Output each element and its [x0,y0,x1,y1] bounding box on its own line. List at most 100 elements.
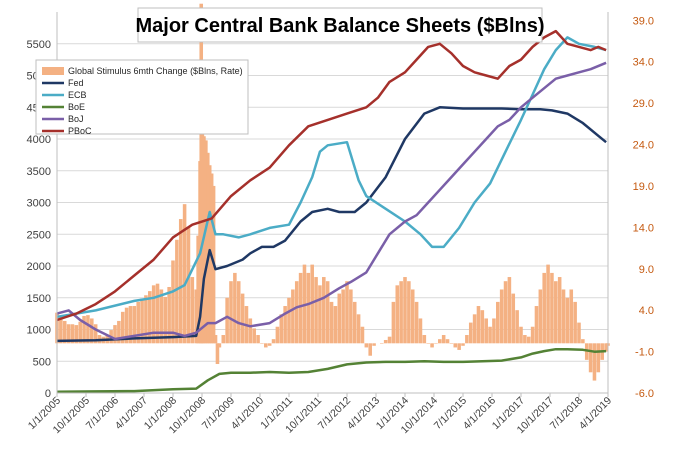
stimulus-bar [592,343,597,381]
legend-label: PBoC [68,126,92,136]
stimulus-bar [206,152,210,344]
stimulus-bar [159,289,164,344]
stimulus-bar [236,281,241,344]
stimulus-bar [233,272,237,344]
stimulus-bar [182,204,187,344]
stimulus-bar [604,343,608,352]
stimulus-bar [391,301,396,344]
stimulus-bar [283,306,287,344]
stimulus-bar [287,297,291,344]
stimulus-bar [322,277,326,344]
stimulus-bar [271,339,276,344]
stimulus-bar [140,298,144,344]
y-tick-label-right: 14.0 [633,222,654,234]
stimulus-bar [144,295,148,344]
stimulus-bar [90,318,94,344]
stimulus-bar [175,239,179,344]
stimulus-bar [538,289,543,344]
y-tick-label-right: 9.0 [639,264,654,276]
y-tick-label-right: 34.0 [633,57,654,69]
stimulus-bar [225,297,229,344]
stimulus-bar [577,322,581,344]
stimulus-bar [93,324,98,344]
stimulus-bar [523,335,527,344]
legend-label: BoE [68,102,85,112]
stimulus-bar [468,322,473,344]
stimulus-bar [167,286,171,344]
stimulus-bar [438,339,442,344]
y-tick-label-right: 29.0 [633,98,654,110]
stimulus-bar [128,306,133,344]
stimulus-bar [434,343,438,344]
stimulus-bar [136,301,140,344]
stimulus-bar [588,343,593,373]
stimulus-bar [221,335,226,344]
stimulus-bar [488,326,492,344]
stimulus-bar [581,339,585,344]
stimulus-bar [530,326,535,344]
stimulus-bar [461,343,465,346]
stimulus-bar [565,297,570,344]
stimulus-bar [554,281,558,344]
stimulus-bar [368,343,372,356]
y-tick-label-left: 0 [45,388,51,400]
stimulus-bar [155,283,160,344]
y-tick-label-right: 39.0 [633,15,654,27]
stimulus-bar [333,306,338,344]
y-tick-label-right: 19.0 [633,181,654,193]
stimulus-bar [349,289,353,344]
stimulus-bar [511,293,516,344]
stimulus-bar [240,293,245,344]
stimulus-bar [484,318,488,344]
y-tick-label-right: 4.0 [639,305,654,317]
stimulus-bar [148,291,152,344]
stimulus-bar [78,321,82,344]
stimulus-bar [194,289,198,344]
stimulus-bar [596,343,601,373]
stimulus-bar [399,281,403,344]
stimulus-bar [364,343,369,348]
y-tick-label-left: 5500 [27,39,51,51]
stimulus-bars [55,3,610,381]
stimulus-bar [403,277,407,344]
stimulus-bar [117,320,121,344]
stimulus-bar [190,277,195,344]
chart-title-box: Major Central Bank Balance Sheets ($Blns… [135,7,545,43]
stimulus-bar [546,264,550,344]
legend-label: BoJ [68,114,84,124]
stimulus-bar [204,140,208,344]
y-tick-label-left: 1000 [27,325,51,337]
stimulus-bar [507,277,512,344]
title-background [137,7,543,43]
x-tick-label: 4/1/2019 [577,395,614,432]
stimulus-bar [449,343,454,344]
stimulus-bar [178,219,183,344]
stimulus-bar [383,339,388,344]
stimulus-bar [418,318,423,344]
stimulus-bar [59,315,63,344]
stimulus-bar [407,281,411,344]
stimulus-bar [499,289,504,344]
stimulus-bar [441,335,446,344]
y-tick-label-left: 1500 [27,293,51,305]
stimulus-bar [476,306,481,344]
stimulus-bar [213,335,218,344]
stimulus-bar [337,293,342,344]
stimulus-bar [430,343,434,348]
stimulus-bar [569,289,574,344]
stimulus-bar [453,343,458,348]
stimulus-bar [352,301,357,344]
stimulus-bar [325,281,330,344]
stimulus-bar [82,315,86,344]
stimulus-bar [503,281,508,344]
legend: Global Stimulus 6mth Change ($Blns, Rate… [35,59,249,136]
stimulus-bar [472,314,477,344]
series-line-fed [56,106,607,343]
stimulus-bar [314,277,318,344]
stimulus-bar [298,272,303,344]
stimulus-bar [248,318,253,344]
stimulus-bar [86,315,90,344]
y-tick-label-left: 3000 [27,198,51,210]
stimulus-bar [465,335,469,344]
